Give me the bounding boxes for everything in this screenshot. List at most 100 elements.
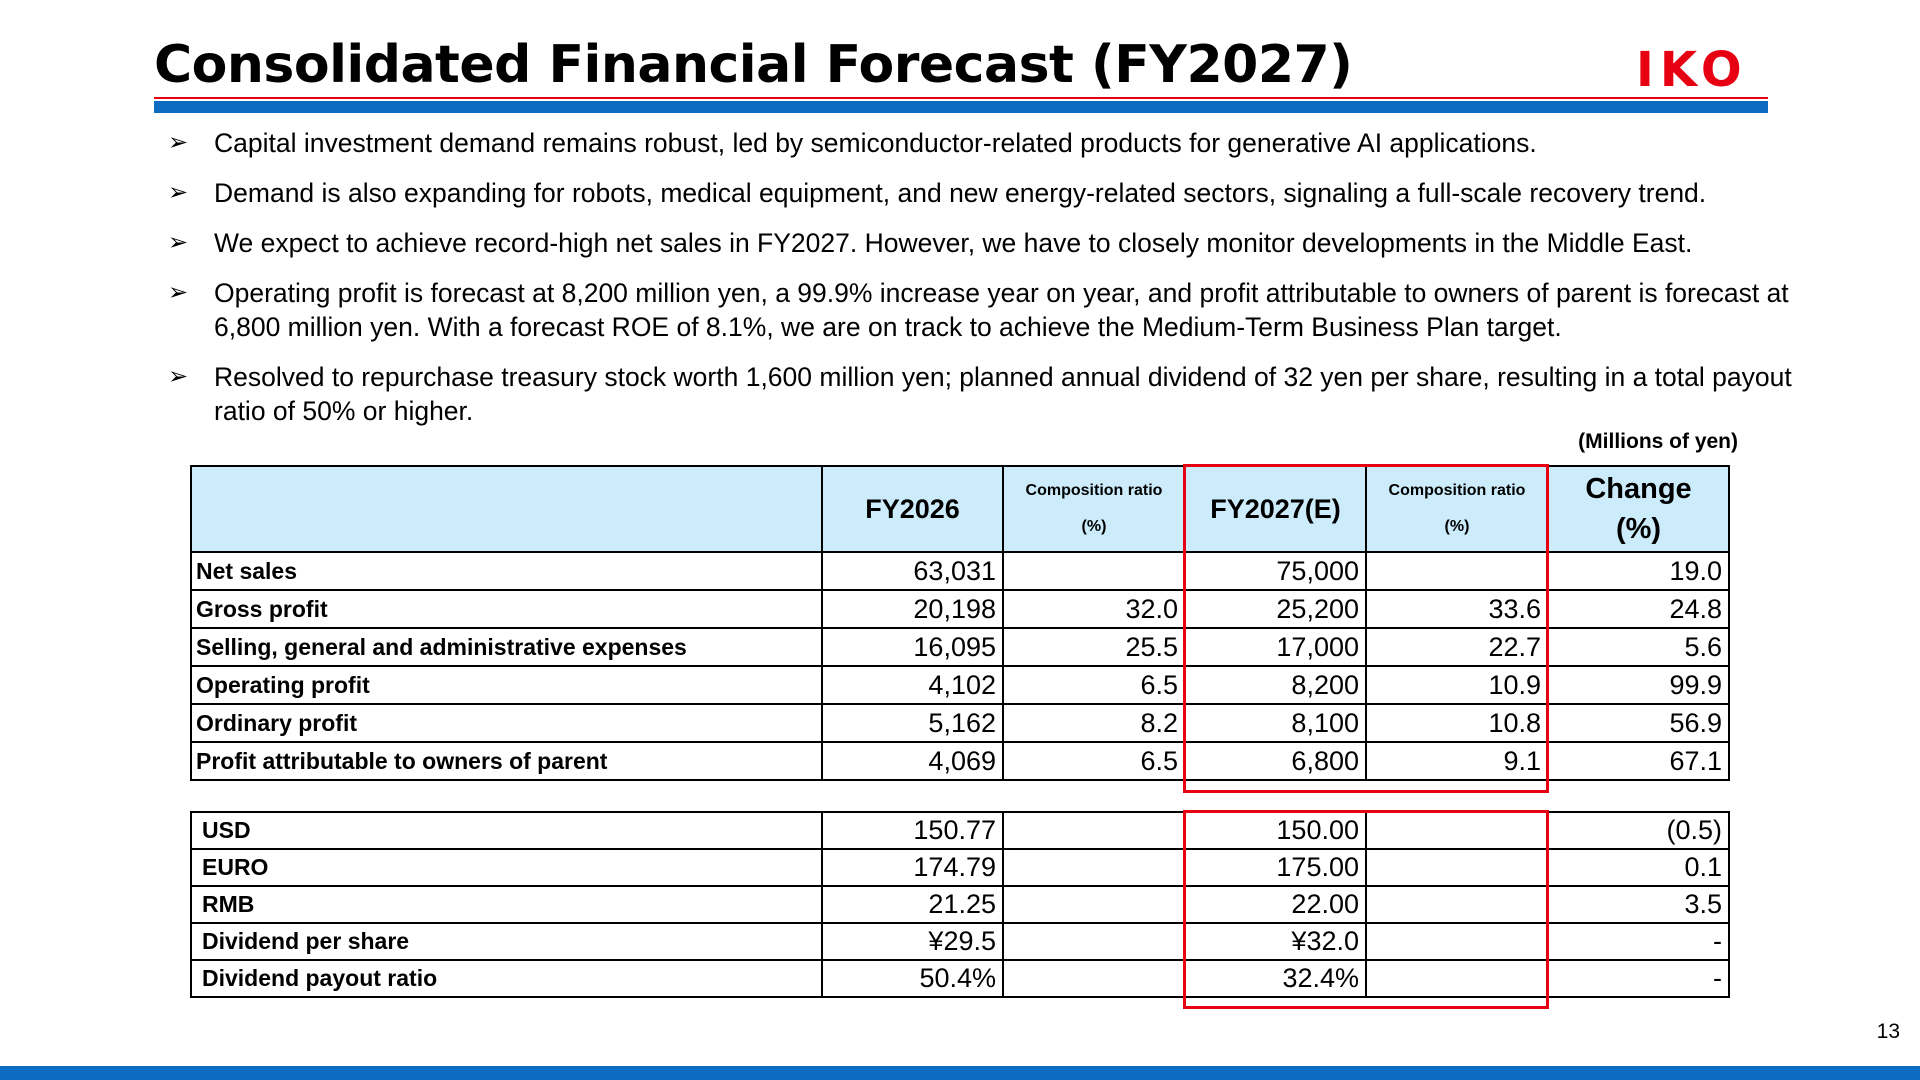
header-blank-cell bbox=[190, 465, 823, 553]
table-row: Operating profit 4,102 6.5 8,200 10.9 99… bbox=[190, 665, 1730, 705]
cell-empty bbox=[1365, 811, 1549, 850]
header-change-label: Change bbox=[1585, 473, 1692, 505]
cell-fy2026: 63,031 bbox=[821, 551, 1004, 591]
page-number: 13 bbox=[1876, 1020, 1900, 1043]
cell-change: 24.8 bbox=[1547, 589, 1730, 629]
row-label: USD bbox=[190, 811, 823, 850]
bullet-item: ➢ Resolved to repurchase treasury stock w… bbox=[168, 360, 1818, 428]
cell-fy2026: 50.4% bbox=[821, 959, 1004, 998]
table-row: Dividend payout ratio 50.4% 32.4% - bbox=[190, 959, 1730, 998]
cell-ratio-2027: 10.9 bbox=[1365, 665, 1549, 705]
arrow-bullet-icon: ➢ bbox=[168, 229, 189, 256]
cell-empty bbox=[1365, 885, 1549, 924]
cell-ratio-2026: 8.2 bbox=[1002, 703, 1186, 743]
cell-fy2026: 5,162 bbox=[821, 703, 1004, 743]
bullet-item: ➢ Capital investment demand remains robus… bbox=[168, 126, 1818, 160]
cell-ratio-2026 bbox=[1002, 551, 1186, 591]
bullet-text: Demand is also expanding for robots, med… bbox=[214, 178, 1707, 208]
table-row: Ordinary profit 5,162 8.2 8,100 10.8 56.… bbox=[190, 703, 1730, 743]
bullet-text: Resolved to repurchase treasury stock wo… bbox=[214, 362, 1792, 426]
cell-empty bbox=[1365, 922, 1549, 961]
header-change: Change (%) bbox=[1547, 465, 1730, 553]
cell-change: 56.9 bbox=[1547, 703, 1730, 743]
header-composition-ratio-unit: (%) bbox=[1081, 518, 1107, 535]
table-row: Selling, general and administrative expe… bbox=[190, 627, 1730, 667]
cell-empty bbox=[1365, 959, 1549, 998]
exchange-dividend-table: USD 150.77 150.00 (0.5) EURO 174.79 175.… bbox=[190, 811, 1730, 998]
row-label: Dividend payout ratio bbox=[190, 959, 823, 998]
row-label: Operating profit bbox=[190, 665, 823, 705]
bullet-item: ➢ Operating profit is forecast at 8,200 m… bbox=[168, 276, 1818, 344]
cell-ratio-2026: 6.5 bbox=[1002, 741, 1186, 781]
row-label: Selling, general and administrative expe… bbox=[190, 627, 823, 667]
arrow-bullet-icon: ➢ bbox=[168, 129, 189, 156]
row-label: EURO bbox=[190, 848, 823, 887]
cell-fy2026: 20,198 bbox=[821, 589, 1004, 629]
cell-ratio-2026: 25.5 bbox=[1002, 627, 1186, 667]
bullet-list: ➢ Capital investment demand remains robus… bbox=[168, 126, 1818, 444]
cell-fy2027: 8,100 bbox=[1184, 703, 1367, 743]
cell-change: 99.9 bbox=[1547, 665, 1730, 705]
cell-fy2026: ¥29.5 bbox=[821, 922, 1004, 961]
table-row: EURO 174.79 175.00 0.1 bbox=[190, 848, 1730, 887]
cell-empty bbox=[1002, 811, 1186, 850]
cell-ratio-2026: 32.0 bbox=[1002, 589, 1186, 629]
cell-fy2027: 150.00 bbox=[1184, 811, 1367, 850]
bullet-item: ➢ We expect to achieve record-high net sa… bbox=[168, 226, 1818, 260]
bullet-text: We expect to achieve record-high net sal… bbox=[214, 228, 1693, 258]
cell-fy2026: 4,069 bbox=[821, 741, 1004, 781]
header-fy2026: FY2026 bbox=[821, 465, 1004, 553]
cell-fy2027: 32.4% bbox=[1184, 959, 1367, 998]
cell-fy2026: 150.77 bbox=[821, 811, 1004, 850]
cell-empty bbox=[1002, 885, 1186, 924]
cell-change: 3.5 bbox=[1547, 885, 1730, 924]
cell-fy2027: 17,000 bbox=[1184, 627, 1367, 667]
cell-fy2026: 16,095 bbox=[821, 627, 1004, 667]
cell-empty bbox=[1365, 848, 1549, 887]
cell-fy2027: 22.00 bbox=[1184, 885, 1367, 924]
cell-fy2027: 6,800 bbox=[1184, 741, 1367, 781]
title-rule-blue bbox=[154, 101, 1768, 113]
cell-change: 67.1 bbox=[1547, 741, 1730, 781]
cell-ratio-2026: 6.5 bbox=[1002, 665, 1186, 705]
row-label: Net sales bbox=[190, 551, 823, 591]
cell-empty bbox=[1002, 922, 1186, 961]
footer-bar bbox=[0, 1066, 1920, 1080]
table-row: RMB 21.25 22.00 3.5 bbox=[190, 885, 1730, 924]
cell-ratio-2027: 22.7 bbox=[1365, 627, 1549, 667]
cell-change: - bbox=[1547, 922, 1730, 961]
page-title: Consolidated Financial Forecast (FY2027) bbox=[154, 35, 1353, 95]
header-composition-ratio-2027: Composition ratio (%) bbox=[1365, 465, 1549, 553]
bullet-text: Capital investment demand remains robust… bbox=[214, 128, 1537, 158]
arrow-bullet-icon: ➢ bbox=[168, 363, 189, 390]
cell-fy2027: ¥32.0 bbox=[1184, 922, 1367, 961]
cell-fy2027: 75,000 bbox=[1184, 551, 1367, 591]
header-fy2027: FY2027(E) bbox=[1184, 465, 1367, 553]
header-composition-ratio-unit: (%) bbox=[1444, 518, 1470, 535]
table-row: Gross profit 20,198 32.0 25,200 33.6 24.… bbox=[190, 589, 1730, 629]
cell-fy2027: 25,200 bbox=[1184, 589, 1367, 629]
row-label: Profit attributable to owners of parent bbox=[190, 741, 823, 781]
arrow-bullet-icon: ➢ bbox=[168, 279, 189, 306]
table-header-row: FY2026 Composition ratio (%) FY2027(E) Co… bbox=[190, 465, 1730, 553]
table-row: USD 150.77 150.00 (0.5) bbox=[190, 811, 1730, 850]
header-composition-ratio-label: Composition ratio bbox=[1025, 482, 1163, 499]
units-note: (Millions of yen) bbox=[1578, 430, 1738, 453]
cell-change: 19.0 bbox=[1547, 551, 1730, 591]
table-row: Dividend per share ¥29.5 ¥32.0 - bbox=[190, 922, 1730, 961]
forecast-table: FY2026 Composition ratio (%) FY2027(E) Co… bbox=[190, 465, 1730, 781]
cell-change: 5.6 bbox=[1547, 627, 1730, 667]
title-rule-red bbox=[154, 97, 1768, 99]
header-change-unit: (%) bbox=[1615, 513, 1662, 545]
cell-change: (0.5) bbox=[1547, 811, 1730, 850]
cell-ratio-2027: 10.8 bbox=[1365, 703, 1549, 743]
header-composition-ratio-label: Composition ratio bbox=[1388, 482, 1526, 499]
cell-empty bbox=[1002, 848, 1186, 887]
table-row: Profit attributable to owners of parent … bbox=[190, 741, 1730, 781]
bullet-item: ➢ Demand is also expanding for robots, me… bbox=[168, 176, 1818, 210]
cell-change: - bbox=[1547, 959, 1730, 998]
cell-ratio-2027: 9.1 bbox=[1365, 741, 1549, 781]
bullet-text: Operating profit is forecast at 8,200 mi… bbox=[214, 278, 1789, 342]
cell-fy2027: 8,200 bbox=[1184, 665, 1367, 705]
iko-logo: IKO bbox=[1636, 42, 1748, 98]
